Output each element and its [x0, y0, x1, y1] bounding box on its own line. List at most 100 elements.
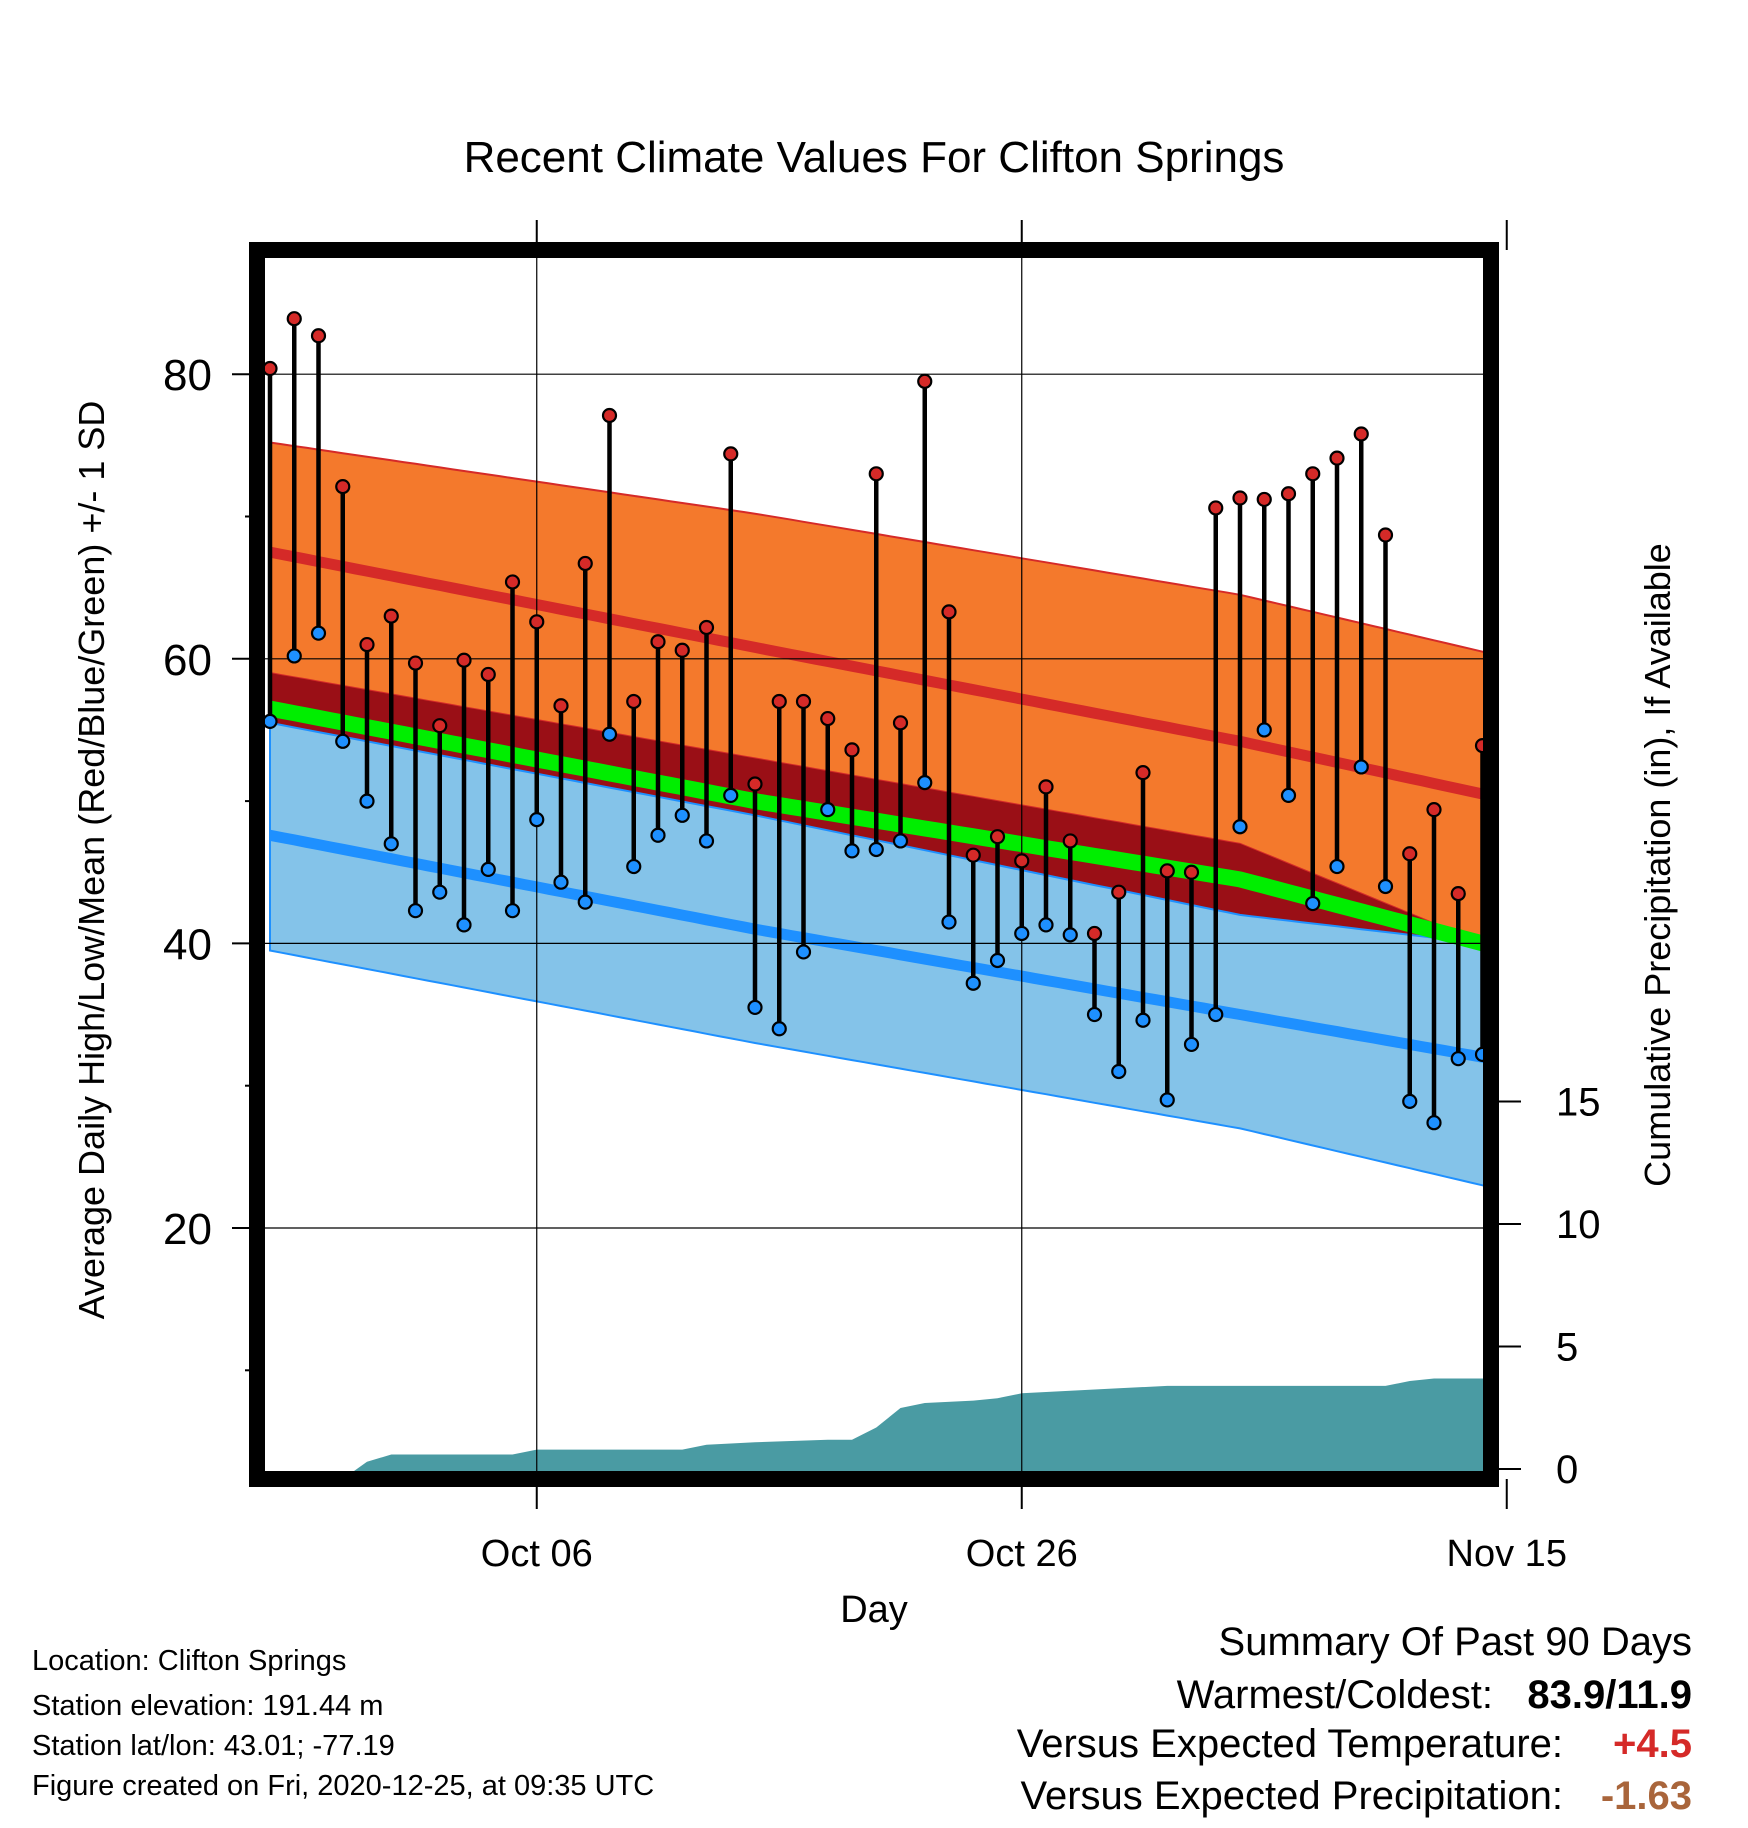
low-point-59 [1694, 1092, 1707, 1105]
low-point-48 [1426, 1115, 1442, 1131]
high-point-61 [1743, 694, 1748, 707]
high-point-18 [698, 619, 715, 636]
summary-temp-label: Versus Expected Temperature: [1016, 1722, 1563, 1766]
low-point-3 [335, 733, 351, 749]
normal-low-line [268, 829, 1491, 1066]
x-tick-label-0: Oct 06 [481, 1533, 593, 1575]
low-point-21 [771, 1021, 787, 1037]
high-point-29 [965, 847, 981, 863]
low-point-9 [480, 861, 496, 878]
high-point-38 [1183, 864, 1200, 880]
low-point-47 [1402, 1093, 1418, 1109]
low-point-5 [383, 836, 399, 852]
high-point-10 [504, 574, 521, 590]
y-tick-label-20: 20 [163, 1205, 212, 1254]
x-tick-label-2: Nov 15 [1447, 1533, 1567, 1575]
high-point-52 [1525, 954, 1538, 967]
low-point-24 [844, 843, 860, 859]
info-created: Figure created on Fri, 2020-12-25, at 09… [32, 1770, 655, 1802]
low-point-28 [941, 914, 957, 930]
high-point-48 [1426, 802, 1442, 818]
low-point-25 [868, 841, 884, 858]
high-point-41 [1256, 491, 1272, 508]
info-elevation: Station elevation: 191.44 m [32, 1690, 384, 1722]
low-point-36 [1135, 1012, 1151, 1028]
low-point-55 [1597, 745, 1610, 758]
low-point-45 [1353, 759, 1369, 775]
high-point-2 [310, 328, 327, 344]
precip-area [270, 1378, 1491, 1479]
summary-temp: Versus Expected Temperature: +4.5 [0, 1722, 1748, 1770]
normal-mean-line [268, 700, 1491, 954]
high-point-40 [1232, 490, 1248, 506]
x-tick-label-1: Oct 26 [966, 1533, 1078, 1575]
low-point-20 [747, 999, 763, 1016]
y2-tick-label-10: 10 [1556, 1203, 1601, 1247]
high-point-45 [1353, 426, 1369, 442]
y-tick-label-40: 40 [163, 920, 212, 969]
high-point-3 [335, 479, 351, 495]
low-point-61 [1743, 896, 1748, 909]
high-point-5 [383, 608, 399, 624]
low-point-37 [1159, 1092, 1175, 1108]
y-tick-label-80: 80 [163, 351, 212, 400]
summary-precip-value: -1.63 [1600, 1774, 1692, 1818]
high-point-20 [747, 776, 763, 792]
low-point-1 [286, 648, 302, 664]
low-point-0 [262, 713, 278, 730]
low-point-8 [456, 917, 472, 933]
low-point-6 [407, 903, 424, 919]
high-point-54 [1573, 652, 1586, 665]
low-point-53 [1549, 1172, 1562, 1185]
y2-tick-label-15: 15 [1556, 1081, 1601, 1125]
high-point-28 [941, 604, 957, 620]
high-point-21 [771, 693, 787, 710]
low-point-22 [795, 944, 812, 960]
low-point-12 [553, 874, 569, 890]
high-point-49 [1450, 885, 1466, 902]
high-point-27 [917, 373, 933, 389]
x-axis-label: Day [840, 1589, 908, 1631]
high-point-6 [407, 655, 424, 671]
low-point-18 [698, 833, 715, 849]
high-point-51 [1500, 876, 1513, 889]
y2-tick-label-0: 0 [1556, 1448, 1578, 1492]
high-point-22 [795, 693, 812, 710]
high-point-47 [1402, 846, 1418, 862]
y-tick-label-60: 60 [163, 636, 212, 685]
y2-tick-label-5: 5 [1556, 1326, 1578, 1370]
chart-title: Recent Climate Values For Clifton Spring… [464, 133, 1285, 182]
low-point-42 [1280, 787, 1297, 804]
low-point-29 [965, 975, 981, 991]
info-latlon: Station lat/lon: 43.01; -77.19 [32, 1730, 395, 1762]
low-point-49 [1450, 1051, 1466, 1067]
summary-warmest-label: Warmest/Coldest: [1176, 1673, 1493, 1717]
low-point-30 [989, 952, 1006, 969]
high-point-46 [1377, 527, 1394, 543]
high-point-12 [553, 698, 569, 714]
normal-high-line [268, 546, 1491, 803]
high-point-44 [1329, 450, 1345, 466]
high-point-59 [1694, 970, 1707, 983]
high-point-7 [432, 718, 448, 734]
summary-warmest-value: 83.9/11.9 [1527, 1673, 1692, 1717]
low-point-10 [504, 903, 521, 919]
low-point-11 [529, 811, 545, 828]
high-point-35 [1111, 884, 1127, 900]
low-point-35 [1111, 1063, 1127, 1080]
low-point-44 [1329, 858, 1345, 875]
low-point-26 [892, 833, 909, 849]
high-point-4 [359, 636, 375, 653]
high-point-8 [456, 652, 472, 668]
low-point-7 [432, 884, 448, 900]
low-point-16 [650, 827, 666, 843]
high-point-11 [529, 614, 545, 630]
high-point-56 [1622, 735, 1635, 748]
y2-axis-label: Cumulative Precipitation (in), If Availa… [1637, 543, 1678, 1187]
high-point-42 [1280, 486, 1297, 502]
low-point-38 [1183, 1036, 1200, 1053]
high-point-31 [1014, 853, 1030, 869]
high-point-9 [480, 666, 496, 683]
high-point-26 [892, 715, 909, 731]
